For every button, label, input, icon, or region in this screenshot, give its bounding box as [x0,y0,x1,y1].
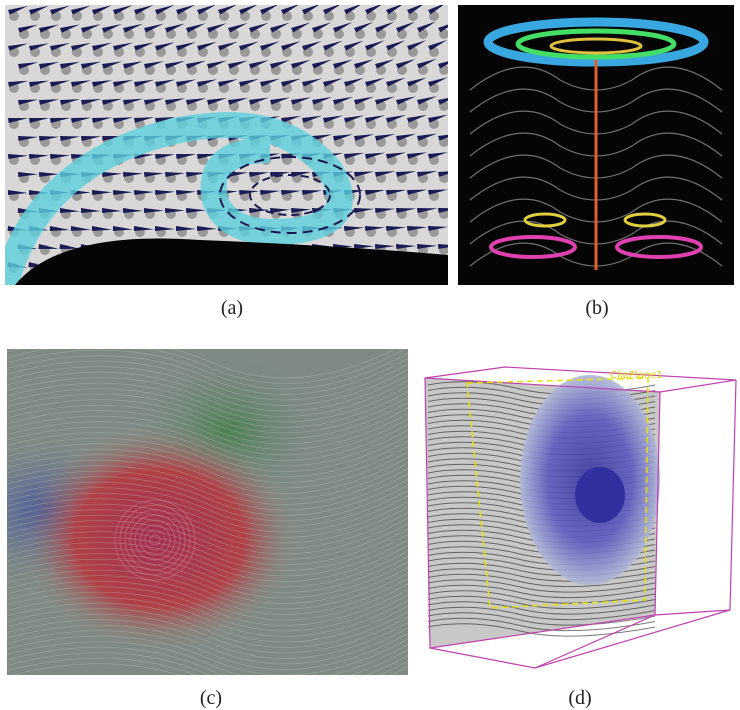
panel-a [5,0,480,291]
figure: (a) (b) (c) ClipPlan [0,0,740,710]
core [575,467,625,523]
panel-b [458,5,734,285]
caption: (b) [585,297,608,319]
caption: (a) [221,297,243,319]
caption: (c) [200,687,222,709]
panel-d: ClipPlane1 [425,367,736,668]
clip-plane-label: ClipPlane1 [610,370,663,381]
panel-c [7,339,408,702]
color-region [7,349,408,675]
caption: (d) [568,687,591,709]
